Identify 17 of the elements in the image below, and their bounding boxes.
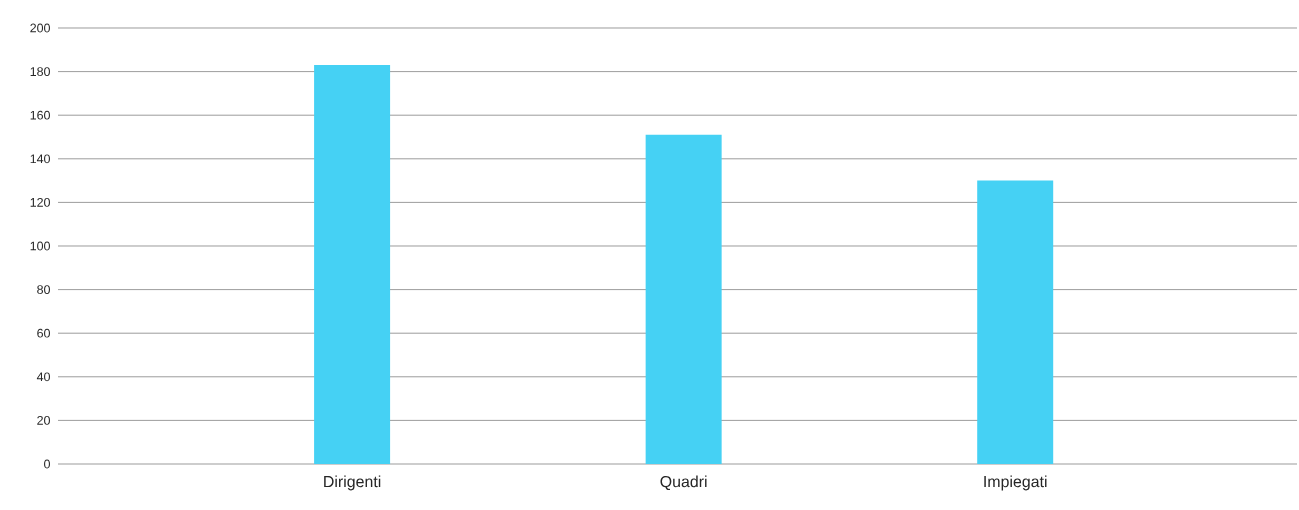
y-tick-label: 60 [37, 328, 50, 338]
y-tick-label: 20 [37, 416, 50, 425]
x-tick-label: Impiegati [984, 475, 1047, 491]
y-tick-label: 80 [37, 285, 50, 295]
x-tick-label: Quadri [660, 475, 707, 491]
y-tick-label: 120 [30, 198, 50, 207]
bar [314, 65, 391, 464]
y-tick-label: 0 [44, 459, 50, 469]
bar [645, 134, 722, 464]
y-tick-label: 100 [30, 241, 50, 251]
y-tick-label: 200 [30, 23, 50, 33]
y-tick-label: 40 [36, 372, 50, 382]
bar [977, 180, 1054, 464]
x-tick-label: Dirigenti [324, 475, 381, 491]
y-tick-label: 160 [30, 110, 50, 120]
y-tick-label: 140 [30, 154, 50, 164]
y-tick-label: 180 [30, 67, 50, 77]
